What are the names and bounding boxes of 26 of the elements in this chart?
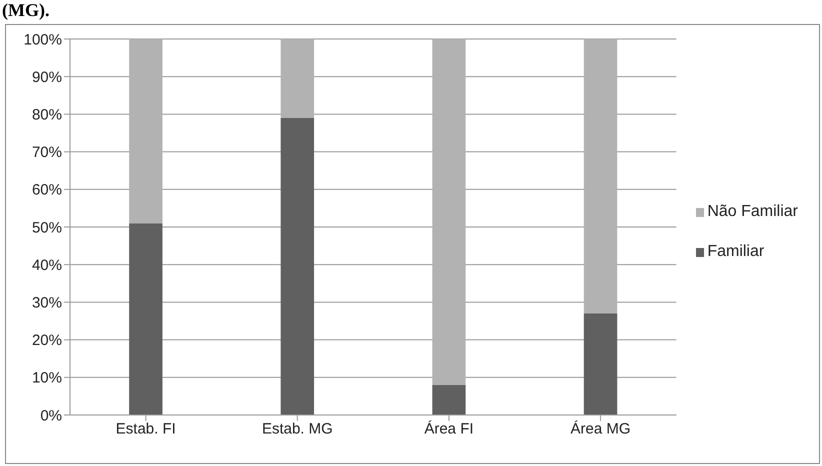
x-tick-label: Estab. FI xyxy=(116,420,176,438)
y-tick-label: 60% xyxy=(32,182,62,199)
bar xyxy=(584,39,618,314)
y-tick-label: 70% xyxy=(32,144,62,162)
y-tick-label: 0% xyxy=(40,407,62,424)
bar xyxy=(280,118,314,415)
x-tick-label: Estab. MG xyxy=(262,420,333,438)
y-tick-label: 90% xyxy=(32,68,62,86)
bar xyxy=(432,39,466,385)
y-tick-label: 20% xyxy=(32,332,62,350)
y-tick-label: 50% xyxy=(32,219,62,236)
y-tick-label: 30% xyxy=(32,294,62,312)
text: (MG). xyxy=(2,0,50,21)
bar xyxy=(129,39,162,224)
y-tick-label: 80% xyxy=(32,106,62,124)
y-tick-label: 40% xyxy=(32,256,62,274)
legend-label: Familiar xyxy=(707,243,764,261)
bar xyxy=(129,223,162,415)
legend-label: Não Familiar xyxy=(707,203,798,221)
x-tick-label: Área MG xyxy=(570,420,631,438)
y-tick-label: 100% xyxy=(24,31,62,48)
bar xyxy=(584,313,618,415)
y-tick-label: 10% xyxy=(32,370,62,387)
bar xyxy=(280,39,314,118)
x-tick-label: Área FI xyxy=(424,420,474,438)
bar xyxy=(432,384,466,415)
